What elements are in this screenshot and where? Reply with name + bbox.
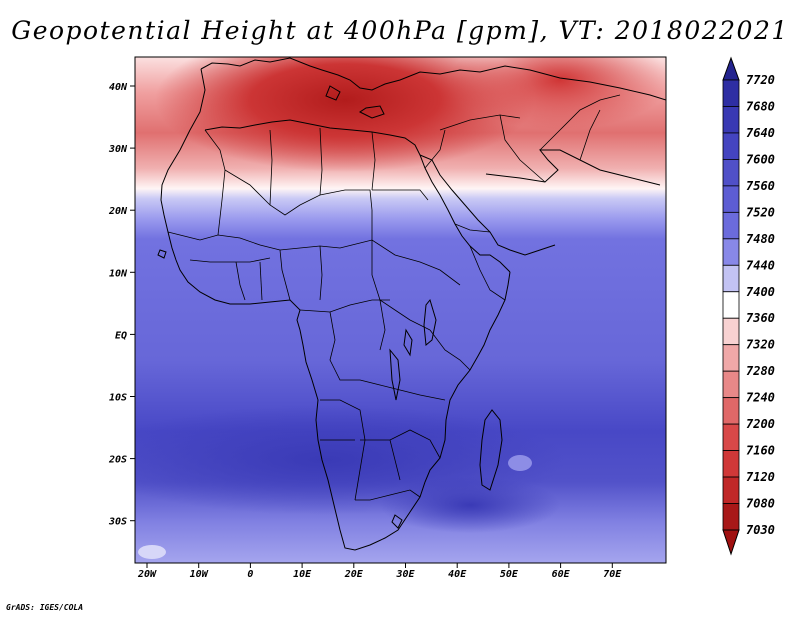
colorbar-label: 7720 bbox=[746, 73, 775, 87]
lon-tick-label: 10W bbox=[190, 569, 209, 580]
colorbar-segment bbox=[722, 185, 740, 213]
lat-tick-label: 40N bbox=[109, 82, 128, 93]
colorbar-segment bbox=[722, 132, 740, 160]
colorbar-segment bbox=[722, 423, 740, 451]
colorbar-label: 7320 bbox=[746, 338, 775, 352]
colorbar-segment bbox=[722, 317, 740, 346]
lat-ticks: 40N 30N 20N 10N EQ 10S 20S 30S bbox=[108, 82, 135, 528]
colorbar-label: 7520 bbox=[746, 205, 775, 219]
colorbar-segment bbox=[722, 264, 740, 293]
colorbar-label: 7400 bbox=[746, 285, 775, 299]
colorbar: 7720 7680 7640 7600 7560 7520 7480 7440 7400 7360… bbox=[722, 56, 775, 556]
lon-tick-label: 0 bbox=[247, 569, 253, 580]
lon-tick-label: 60E bbox=[552, 569, 571, 580]
lon-ticks: 20W 10W 0 10E 20E 30E 40E 50E 60E 70E bbox=[137, 563, 622, 580]
colorbar-segment bbox=[722, 238, 740, 266]
colorbar-label: 7480 bbox=[746, 232, 775, 246]
colorbar-label: 7440 bbox=[746, 258, 775, 272]
lon-tick-label: 20W bbox=[137, 569, 157, 580]
colorbar-segment bbox=[722, 450, 740, 478]
colorbar-label: 7200 bbox=[746, 417, 775, 431]
colorbar-segment bbox=[722, 344, 740, 372]
high-center-mediterranean bbox=[155, 57, 535, 172]
colorbar-segment bbox=[722, 503, 740, 531]
lon-tick-label: 70E bbox=[603, 569, 622, 580]
lon-tick-label: 40E bbox=[448, 569, 467, 580]
patch-madagascar-east bbox=[508, 455, 532, 471]
lat-tick-label: 10S bbox=[109, 393, 127, 404]
colorbar-segment bbox=[722, 476, 740, 504]
colorbar-label: 7240 bbox=[746, 391, 775, 405]
colorbar-label: 7560 bbox=[746, 179, 775, 193]
colorbar-max-arrow bbox=[722, 56, 740, 81]
country-borders bbox=[167, 94, 621, 501]
colorbar-label: 7360 bbox=[746, 311, 775, 325]
patch-southwest bbox=[138, 545, 166, 559]
colorbar-segment bbox=[722, 291, 740, 319]
lon-tick-label: 50E bbox=[500, 569, 519, 580]
colorbar-segment bbox=[722, 370, 740, 399]
lat-tick-label: 20N bbox=[108, 206, 128, 217]
colorbar-label: 7160 bbox=[746, 444, 775, 458]
low-trough-southeast bbox=[380, 477, 560, 533]
colorbar-segment bbox=[722, 79, 740, 107]
lat-tick-label: 30N bbox=[108, 144, 128, 155]
colorbar-label: 7680 bbox=[746, 99, 775, 113]
lat-tick-label: 20S bbox=[108, 455, 127, 466]
colorbar-label: 7120 bbox=[746, 470, 775, 484]
lat-tick-label: 30S bbox=[108, 517, 127, 528]
colorbar-segment bbox=[722, 211, 740, 240]
lon-tick-label: 20E bbox=[344, 569, 364, 580]
lat-tick-label: EQ bbox=[115, 330, 127, 341]
colorbar-segment bbox=[722, 397, 740, 425]
plot-frame bbox=[134, 56, 667, 564]
lon-tick-label: 10E bbox=[293, 569, 312, 580]
lat-tick-label: 10N bbox=[109, 268, 128, 279]
colorbar-label: 7030 bbox=[746, 523, 775, 537]
high-center-iran bbox=[450, 57, 666, 130]
grads-credit: GrADS: IGES/COLA bbox=[6, 603, 84, 612]
map-title: Geopotential Height at 400hPa [gpm], VT:… bbox=[11, 16, 789, 45]
colorbar-min-arrow bbox=[722, 529, 740, 556]
lon-tick-label: 30E bbox=[395, 569, 415, 580]
colorbar-segment bbox=[722, 159, 740, 187]
colorbar-label: 7280 bbox=[746, 364, 775, 378]
colorbar-label: 7600 bbox=[746, 152, 775, 166]
colorbar-segment bbox=[722, 106, 740, 134]
map-field bbox=[135, 57, 666, 563]
colorbar-label: 7080 bbox=[746, 497, 775, 511]
coastlines bbox=[157, 57, 666, 551]
colorbar-label: 7640 bbox=[746, 126, 775, 140]
